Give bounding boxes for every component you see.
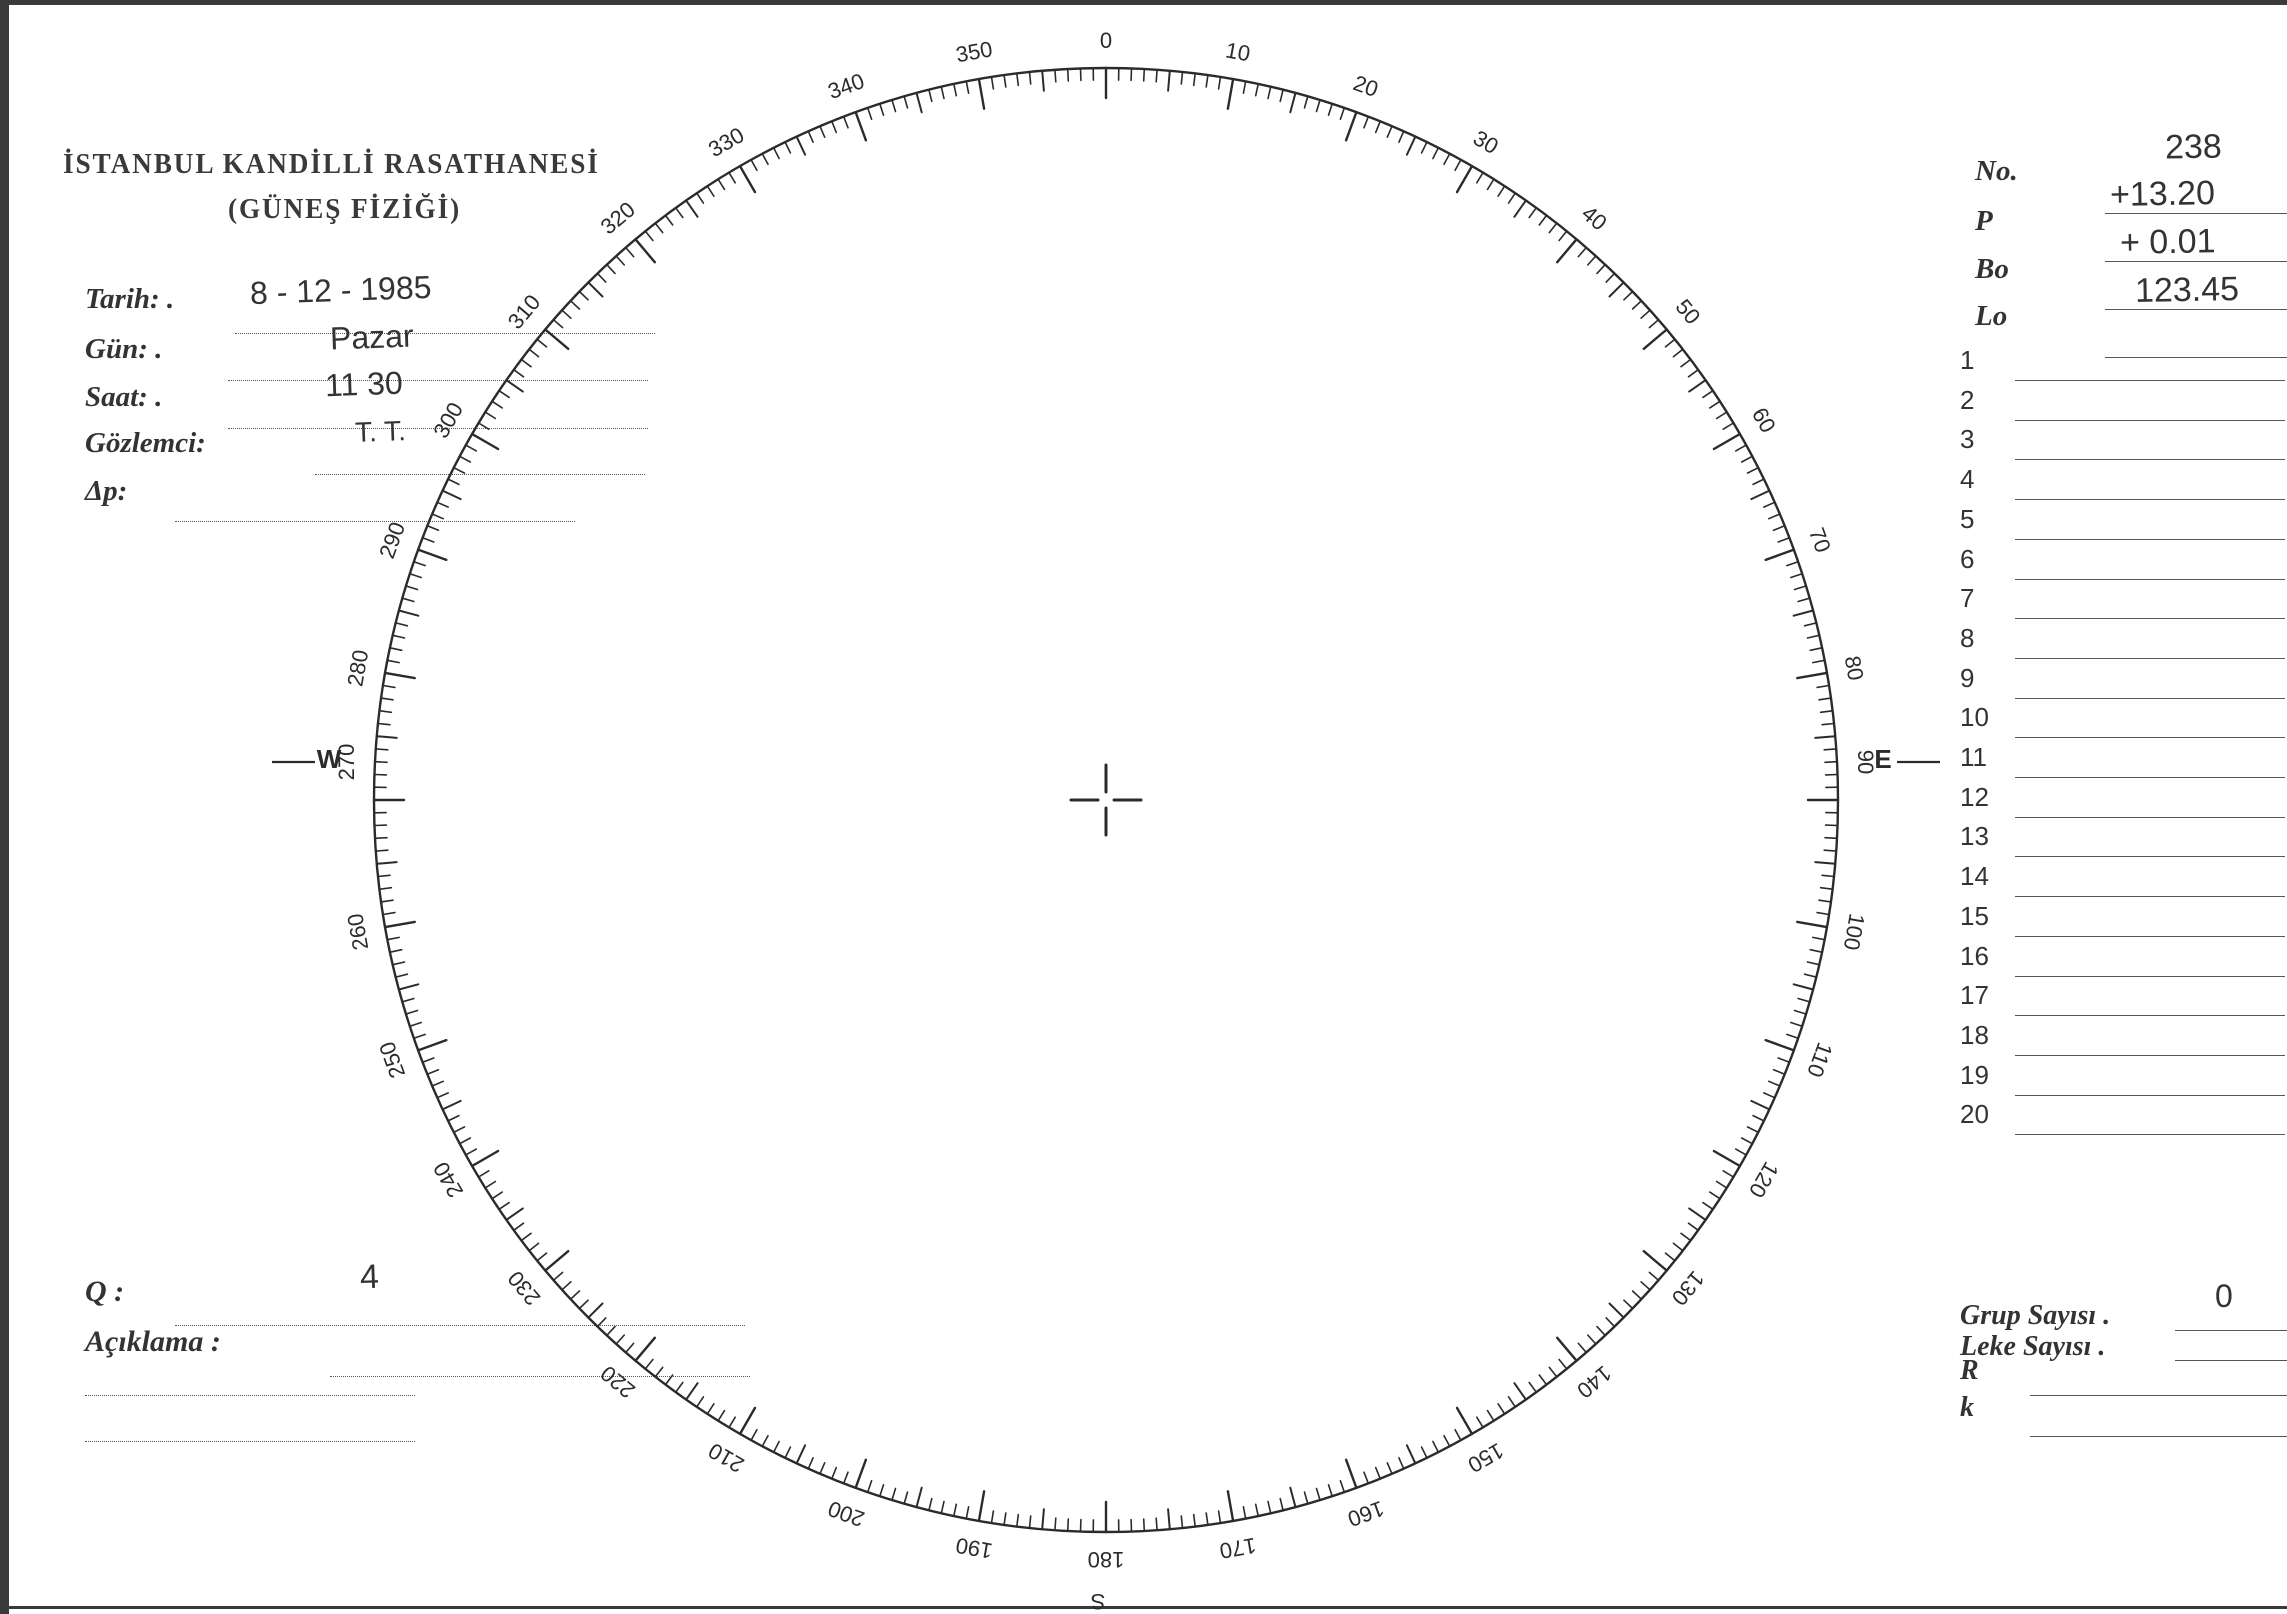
- svg-text:340: 340: [825, 68, 868, 104]
- svg-text:60: 60: [1747, 403, 1781, 437]
- svg-text:110: 110: [1802, 1039, 1837, 1081]
- svg-text:300: 300: [428, 398, 468, 442]
- svg-text:30: 30: [1469, 125, 1503, 159]
- svg-text:320: 320: [596, 197, 640, 240]
- svg-text:10: 10: [1224, 37, 1252, 66]
- svg-text:250: 250: [374, 1038, 410, 1081]
- svg-text:190: 190: [954, 1533, 995, 1564]
- svg-text:310: 310: [503, 290, 546, 334]
- svg-text:170: 170: [1218, 1533, 1259, 1564]
- svg-text:W: W: [317, 744, 342, 774]
- svg-text:160: 160: [1344, 1496, 1387, 1532]
- svg-text:180: 180: [1088, 1547, 1125, 1572]
- svg-text:200: 200: [825, 1496, 868, 1532]
- svg-text:20: 20: [1350, 70, 1382, 102]
- svg-text:230: 230: [503, 1266, 546, 1310]
- svg-text:140: 140: [1572, 1361, 1616, 1404]
- svg-text:80: 80: [1840, 654, 1869, 682]
- svg-text:330: 330: [704, 122, 748, 162]
- svg-text:0: 0: [1100, 28, 1112, 53]
- svg-text:S: S: [1091, 1589, 1106, 1614]
- svg-text:220: 220: [596, 1361, 640, 1404]
- svg-text:120: 120: [1744, 1158, 1784, 1202]
- svg-text:210: 210: [704, 1438, 748, 1478]
- svg-text:130: 130: [1667, 1266, 1710, 1310]
- svg-text:280: 280: [342, 648, 373, 689]
- svg-text:E: E: [1874, 744, 1891, 774]
- svg-text:240: 240: [428, 1158, 468, 1202]
- svg-text:260: 260: [342, 912, 373, 953]
- svg-text:70: 70: [1804, 524, 1836, 556]
- svg-text:100: 100: [1839, 912, 1870, 953]
- svg-text:40: 40: [1577, 201, 1612, 236]
- svg-text:150: 150: [1464, 1438, 1508, 1478]
- svg-text:50: 50: [1671, 294, 1706, 329]
- svg-text:350: 350: [954, 36, 995, 67]
- svg-text:290: 290: [374, 519, 410, 562]
